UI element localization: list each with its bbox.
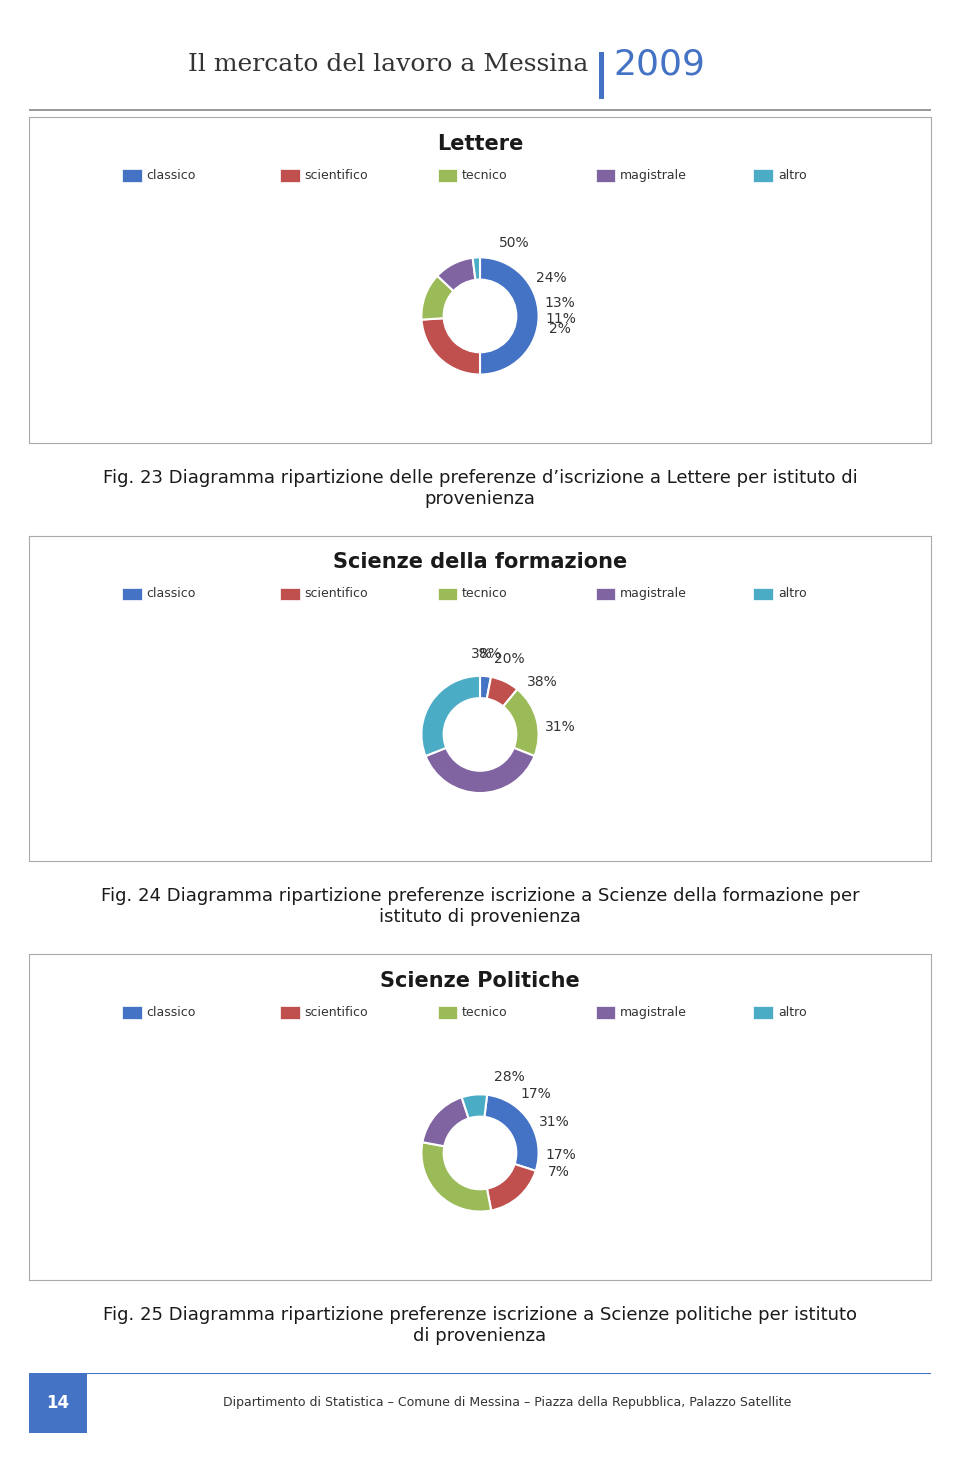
Bar (122, 170, 142, 182)
Bar (595, 1006, 615, 1019)
Text: altro: altro (778, 168, 806, 182)
Bar (438, 170, 457, 182)
Bar (438, 588, 457, 600)
Text: magistrale: magistrale (620, 588, 686, 600)
Bar (595, 170, 615, 182)
Text: Dipartimento di Statistica – Comune di Messina – Piazza della Repubblica, Palazz: Dipartimento di Statistica – Comune di M… (223, 1396, 791, 1409)
Bar (438, 1006, 457, 1019)
Text: tecnico: tecnico (462, 588, 508, 600)
Text: tecnico: tecnico (462, 168, 508, 182)
Text: Fig. 24 Diagramma ripartizione preferenze iscrizione a Scienze della formazione : Fig. 24 Diagramma ripartizione preferenz… (101, 888, 859, 926)
Bar (595, 588, 615, 600)
Text: classico: classico (146, 1006, 196, 1019)
Bar (279, 170, 300, 182)
Text: Scienze Politiche: Scienze Politiche (380, 970, 580, 991)
Bar (29, 1374, 87, 1433)
Text: Lettere: Lettere (437, 133, 523, 154)
Bar (122, 588, 142, 600)
Text: altro: altro (778, 1006, 806, 1019)
Text: Il mercato del lavoro a Messina: Il mercato del lavoro a Messina (188, 53, 588, 77)
Text: magistrale: magistrale (620, 168, 686, 182)
Bar (754, 1006, 773, 1019)
Text: Scienze della formazione: Scienze della formazione (333, 552, 627, 572)
Text: 14: 14 (46, 1394, 69, 1412)
Text: tecnico: tecnico (462, 1006, 508, 1019)
Bar (754, 588, 773, 600)
Bar (599, 52, 604, 99)
Text: Fig. 23 Diagramma ripartizione delle preferenze d’iscrizione a Lettere per istit: Fig. 23 Diagramma ripartizione delle pre… (103, 468, 857, 508)
Text: Fig. 25 Diagramma ripartizione preferenze iscrizione a Scienze politiche per ist: Fig. 25 Diagramma ripartizione preferenz… (103, 1306, 857, 1344)
Text: scientifico: scientifico (304, 588, 368, 600)
Text: scientifico: scientifico (304, 168, 368, 182)
Text: altro: altro (778, 588, 806, 600)
Bar (122, 1006, 142, 1019)
Text: classico: classico (146, 588, 196, 600)
Text: magistrale: magistrale (620, 1006, 686, 1019)
Bar (279, 588, 300, 600)
Text: classico: classico (146, 168, 196, 182)
Bar (754, 170, 773, 182)
Text: scientifico: scientifico (304, 1006, 368, 1019)
Text: 2009: 2009 (613, 47, 706, 81)
Bar (279, 1006, 300, 1019)
